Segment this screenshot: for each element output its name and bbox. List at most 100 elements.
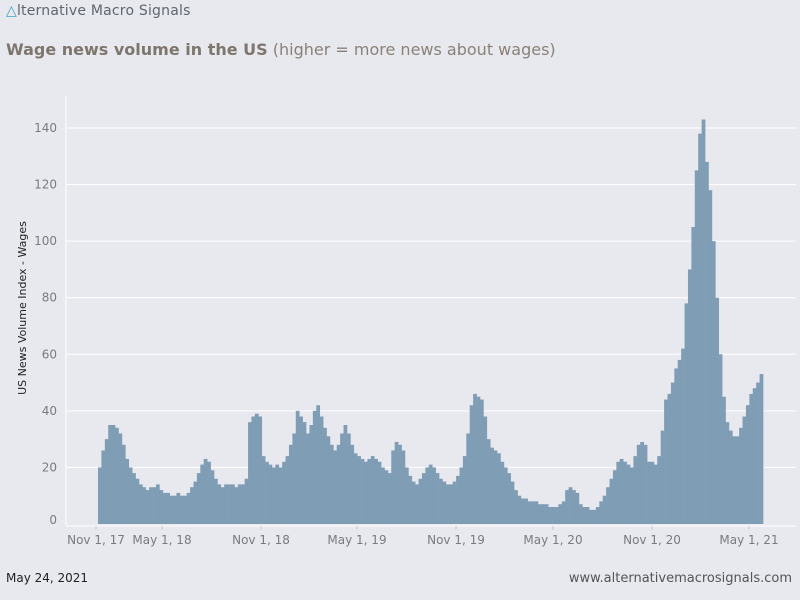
x-tick-label: Nov 1, 17 — [67, 533, 125, 547]
bar — [145, 490, 150, 524]
bar — [653, 464, 658, 524]
bar — [701, 119, 706, 524]
bar — [169, 495, 174, 524]
bar — [237, 484, 242, 524]
bar — [623, 461, 627, 524]
bar — [213, 478, 218, 524]
bar — [319, 416, 324, 524]
bar — [534, 501, 539, 524]
bar — [684, 303, 689, 524]
bar — [500, 461, 505, 524]
bar — [452, 481, 457, 524]
bar — [650, 461, 655, 524]
bar — [589, 509, 593, 524]
bar — [756, 382, 760, 524]
bar — [391, 450, 396, 524]
bar — [398, 444, 402, 524]
bar — [708, 190, 713, 525]
bar — [524, 498, 529, 524]
bar — [288, 444, 293, 524]
bar — [241, 484, 245, 524]
bar — [125, 458, 130, 524]
x-tick-label: May 1, 20 — [523, 533, 582, 547]
bar — [415, 484, 419, 524]
x-tick-label: Nov 1, 20 — [623, 533, 681, 547]
bar — [207, 461, 211, 524]
bar — [476, 396, 481, 524]
bar — [387, 473, 392, 524]
bar — [687, 269, 692, 524]
bar — [745, 405, 750, 524]
bar — [619, 458, 624, 524]
bar — [323, 427, 327, 524]
bar — [493, 450, 498, 524]
y-tick-label: 100 — [34, 234, 57, 248]
bar — [677, 359, 682, 524]
logo-triangle-icon: △ — [6, 3, 17, 19]
bar — [224, 484, 228, 524]
bar — [575, 492, 580, 524]
bar — [711, 241, 716, 524]
bar — [616, 461, 621, 524]
bar — [367, 458, 372, 524]
bar — [442, 481, 447, 524]
bar — [643, 444, 648, 524]
bar — [231, 484, 235, 524]
bar — [548, 507, 552, 524]
bar — [190, 487, 194, 524]
bar — [592, 509, 597, 524]
bar — [578, 504, 583, 524]
bar — [152, 487, 157, 524]
bar — [227, 484, 232, 524]
footer-date: May 24, 2021 — [6, 571, 89, 585]
bar — [514, 490, 518, 524]
bar — [517, 495, 522, 524]
bar — [346, 433, 351, 524]
bar — [162, 492, 167, 524]
bar — [561, 501, 566, 524]
bar — [558, 504, 563, 524]
bar — [681, 348, 685, 524]
chart-title-subtitle: (higher = more news about wages) — [267, 40, 556, 59]
bar — [718, 354, 723, 524]
bar — [159, 490, 164, 524]
bar — [674, 368, 679, 524]
bar — [374, 458, 378, 524]
bar — [121, 444, 126, 524]
bar — [565, 490, 569, 524]
bar — [340, 433, 344, 524]
bar — [466, 433, 471, 524]
bar — [582, 507, 587, 524]
bar — [357, 456, 361, 524]
bar — [636, 444, 641, 524]
footer-site-link[interactable]: www.alternativemacrosignals.com — [568, 571, 792, 586]
x-tick-label: Nov 1, 18 — [232, 533, 290, 547]
bar — [128, 467, 133, 524]
bar — [251, 416, 256, 524]
bar — [268, 464, 273, 524]
bar — [404, 467, 409, 524]
bar — [459, 467, 464, 524]
bar — [196, 473, 201, 524]
chart-title: Wage news volume in the US (higher = mor… — [6, 40, 556, 59]
bar — [418, 478, 423, 524]
bar — [435, 473, 440, 524]
bar — [408, 475, 413, 524]
bar — [735, 436, 740, 524]
bar — [186, 492, 191, 524]
bar — [258, 416, 263, 524]
y-tick-label: 0 — [49, 513, 57, 527]
axes: 0 20 40 60 80 100 120 140 Nov 1, 17 May 1, 18 Nov … — [34, 96, 796, 547]
bar — [739, 427, 743, 524]
bar — [299, 416, 303, 524]
y-tick-label: 80 — [42, 291, 57, 305]
bar — [118, 433, 123, 524]
bar — [428, 464, 433, 524]
bar — [271, 467, 276, 524]
bar — [326, 436, 331, 524]
bar — [142, 487, 147, 524]
bar — [98, 467, 102, 524]
bar — [261, 456, 266, 524]
bar — [292, 433, 297, 524]
bar — [722, 396, 726, 524]
